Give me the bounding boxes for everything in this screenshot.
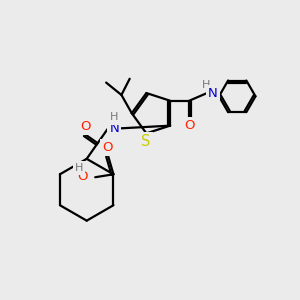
Text: H: H [202, 80, 211, 89]
Text: N: N [110, 122, 119, 135]
Text: O: O [80, 120, 90, 133]
Text: N: N [208, 87, 218, 100]
Text: S: S [141, 134, 151, 149]
Text: O: O [102, 141, 113, 154]
Text: O: O [77, 170, 87, 183]
Text: O: O [184, 119, 194, 132]
Text: H: H [75, 163, 83, 173]
Text: H: H [110, 112, 118, 122]
